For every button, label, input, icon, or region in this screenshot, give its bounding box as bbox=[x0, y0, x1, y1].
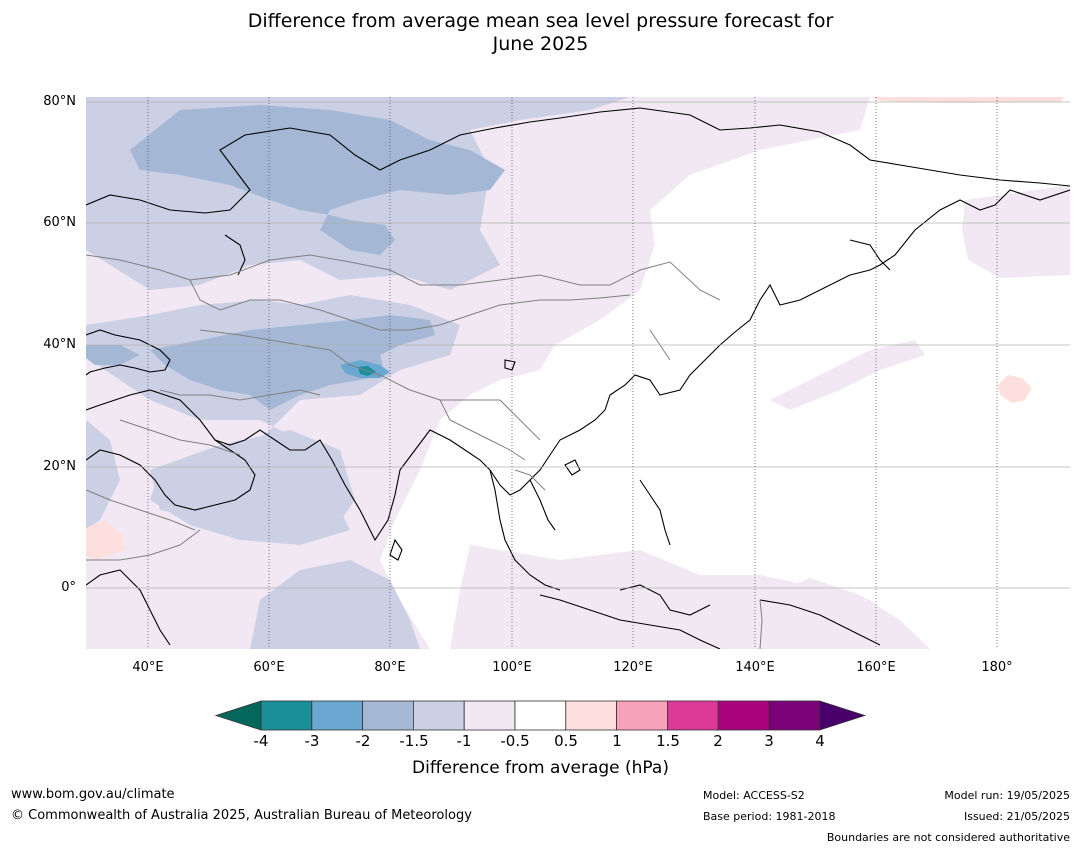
colorbar-label: -0.5 bbox=[500, 732, 530, 750]
colorbar-swatch bbox=[260, 700, 313, 731]
colorbar-swatch bbox=[311, 700, 363, 731]
lon-label-120e: 120°E bbox=[613, 660, 653, 675]
latitude-gridlines bbox=[86, 101, 1070, 589]
colorbar-label: -2 bbox=[355, 732, 371, 750]
colorbar-label: 4 bbox=[815, 732, 825, 750]
colorbar-swatch bbox=[667, 700, 719, 731]
colorbar-swatch bbox=[616, 700, 668, 731]
colorbar-label: -4 bbox=[253, 732, 269, 750]
copyright-text: © Commonwealth of Australia 2025, Austra… bbox=[11, 808, 472, 823]
website-link[interactable]: www.bom.gov.au/climate bbox=[11, 787, 175, 802]
issued-text: Issued: 21/05/2025 bbox=[963, 810, 1070, 823]
lat-label-60n: 60°N bbox=[43, 215, 76, 230]
longitude-gridlines bbox=[147, 97, 998, 649]
colorbar-label: -1.5 bbox=[399, 732, 429, 750]
colorbar-label: 1 bbox=[612, 732, 622, 750]
colorbar-swatch bbox=[412, 700, 465, 731]
colorbar-label: -3 bbox=[304, 732, 320, 750]
colorbar-swatch bbox=[514, 700, 567, 731]
lon-label-40e: 40°E bbox=[132, 660, 164, 675]
lat-label-40n: 40°N bbox=[43, 337, 76, 352]
title-line-2: June 2025 bbox=[492, 33, 589, 55]
lon-label-80e: 80°E bbox=[374, 660, 406, 675]
lon-label-180: 180° bbox=[981, 660, 1013, 675]
colorbar-label: 1.5 bbox=[656, 732, 680, 750]
map-area bbox=[86, 97, 1070, 649]
colorbar-title: Difference from average (hPa) bbox=[412, 758, 669, 778]
lat-label-0: 0° bbox=[61, 580, 76, 595]
lon-label-160e: 160°E bbox=[856, 660, 896, 675]
title-line-1: Difference from average mean sea level p… bbox=[247, 10, 834, 32]
colorbar-swatch bbox=[463, 700, 516, 731]
model-text: Model: ACCESS-S2 bbox=[703, 789, 805, 802]
colorbar-label: -1 bbox=[456, 732, 472, 750]
lon-label-140e: 140°E bbox=[735, 660, 775, 675]
lon-label-60e: 60°E bbox=[253, 660, 285, 675]
lat-label-20n: 20°N bbox=[43, 459, 76, 474]
disclaimer-text: Boundaries are not considered authoritat… bbox=[826, 831, 1070, 844]
colorbar-extension-low bbox=[214, 700, 262, 731]
colorbar-label: 3 bbox=[764, 732, 774, 750]
colorbar-swatch bbox=[768, 700, 821, 731]
colorbar bbox=[214, 700, 867, 731]
coastlines bbox=[86, 107, 1070, 649]
anomaly-shading-minus-1-5 bbox=[86, 105, 505, 410]
base-period-text: Base period: 1981-2018 bbox=[703, 810, 836, 823]
map-title: Difference from average mean sea level p… bbox=[0, 10, 1081, 56]
colorbar-swatch bbox=[362, 700, 414, 731]
colorbar-label: 2 bbox=[713, 732, 723, 750]
lat-label-80n: 80°N bbox=[43, 94, 76, 109]
lon-label-100e: 100°E bbox=[492, 660, 532, 675]
colorbar-swatch bbox=[717, 700, 770, 731]
model-run-text: Model run: 19/05/2025 bbox=[944, 789, 1070, 802]
colorbar-label: 0.5 bbox=[554, 732, 578, 750]
colorbar-swatch bbox=[565, 700, 617, 731]
country-borders bbox=[86, 254, 763, 649]
colorbar-extension-high bbox=[819, 700, 867, 731]
anomaly-shading-positive bbox=[86, 97, 1065, 560]
